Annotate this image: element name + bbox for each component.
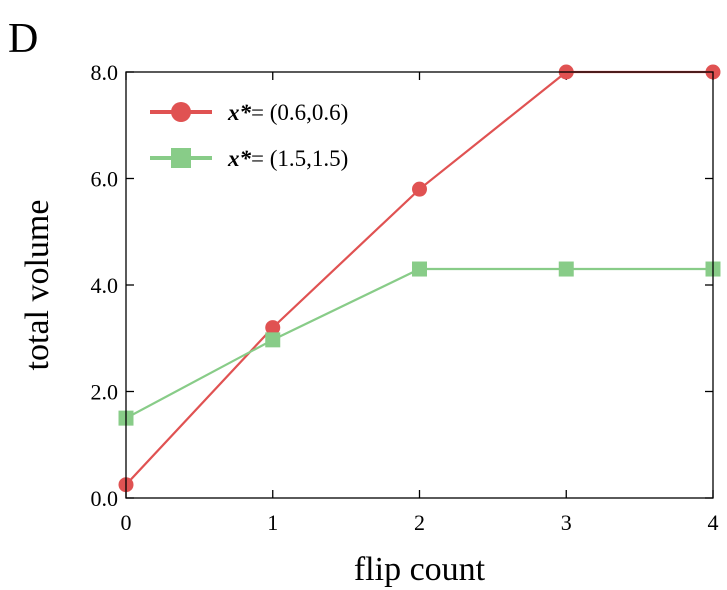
legend-entry: x*= (0.6,0.6) bbox=[150, 100, 348, 125]
x-tick-label: 0 bbox=[121, 510, 132, 535]
plot-frame bbox=[126, 72, 713, 498]
legend-entry: x*= (1.5,1.5) bbox=[150, 146, 348, 171]
y-tick-label: 2.0 bbox=[91, 380, 119, 405]
series-1 bbox=[119, 65, 721, 493]
y-tick-label: 8.0 bbox=[91, 60, 119, 85]
series-line bbox=[126, 72, 713, 485]
x-tick-label: 4 bbox=[708, 510, 719, 535]
y-tick-label: 4.0 bbox=[91, 273, 119, 298]
data-point bbox=[559, 262, 574, 277]
series-layer bbox=[119, 65, 721, 493]
data-point bbox=[412, 182, 427, 197]
legend-label: x*= (1.5,1.5) bbox=[227, 146, 348, 171]
x-tick-label: 2 bbox=[414, 510, 425, 535]
x-axis-title: flip count bbox=[354, 551, 486, 588]
data-point bbox=[265, 332, 280, 347]
legend-label: x*= (0.6,0.6) bbox=[227, 100, 348, 125]
legend-marker bbox=[171, 102, 191, 122]
y-tick-label: 6.0 bbox=[91, 167, 119, 192]
data-point bbox=[412, 262, 427, 277]
panel-label: D bbox=[8, 16, 38, 62]
x-tick-label: 3 bbox=[561, 510, 572, 535]
y-tick-label: 0.0 bbox=[91, 486, 119, 511]
series-line bbox=[126, 269, 713, 418]
series-2 bbox=[119, 262, 721, 426]
y-axis-title: total volume bbox=[19, 200, 56, 371]
axis-ticks: 0.0 2.0 4.0 6.0 8.0 0 1 2 3 4 bbox=[91, 60, 719, 535]
y-axis-title-group: total volume bbox=[19, 200, 56, 371]
legend: x*= (0.6,0.6) x*= (1.5,1.5) bbox=[150, 100, 348, 171]
legend-marker bbox=[171, 148, 191, 168]
x-tick-label: 1 bbox=[267, 510, 278, 535]
